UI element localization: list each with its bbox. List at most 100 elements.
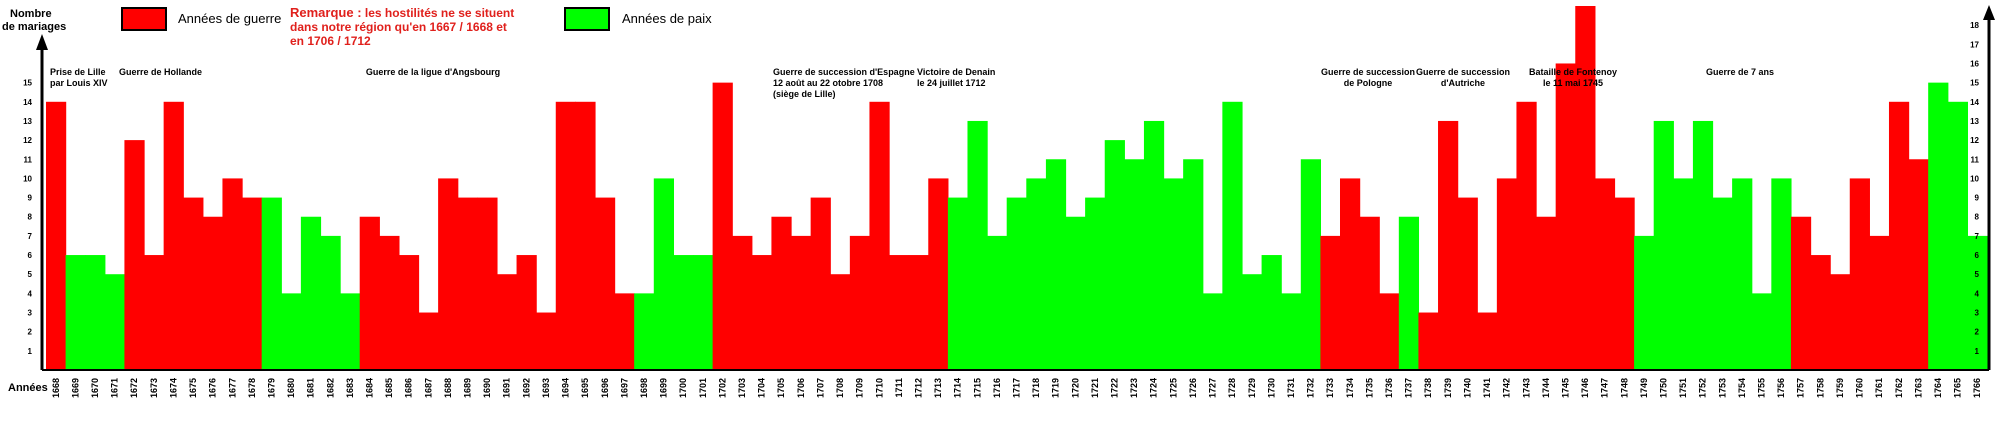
bar-1690 xyxy=(477,197,498,370)
x-tick-1680: 1680 xyxy=(286,378,296,398)
bar-1752 xyxy=(1692,120,1714,370)
y-tick-left-6: 6 xyxy=(28,251,33,260)
y-tick-right-13: 13 xyxy=(1970,117,1979,126)
bar-1678 xyxy=(242,197,263,370)
annotation-1734: Guerre de succession de Pologne xyxy=(1321,67,1415,88)
y-tick-left-2: 2 xyxy=(28,328,33,337)
y-tick-right-12: 12 xyxy=(1970,136,1979,145)
y-tick-right-1: 1 xyxy=(1975,347,1980,356)
x-tick-1676: 1676 xyxy=(208,378,218,398)
x-tick-1739: 1739 xyxy=(1443,378,1453,398)
annotation-1673: Guerre de Hollande xyxy=(119,67,202,77)
x-tick-1719: 1719 xyxy=(1051,378,1061,398)
bar-1673 xyxy=(144,255,165,370)
bar-1672 xyxy=(124,140,145,370)
x-tick-1692: 1692 xyxy=(521,378,531,398)
x-tick-1690: 1690 xyxy=(482,378,492,398)
x-ticks-layer: 1668 1669 1670 1671 1672 1673 1674 1675 1676 1677… xyxy=(51,378,1982,398)
x-tick-1721: 1721 xyxy=(1090,378,1100,398)
x-tick-1745: 1745 xyxy=(1561,378,1571,398)
x-tick-1682: 1682 xyxy=(325,378,335,398)
annotation-line: Guerre de 7 ans xyxy=(1706,67,1774,77)
bar-1762 xyxy=(1888,101,1910,370)
bar-1754 xyxy=(1732,178,1753,370)
bar-1764 xyxy=(1928,82,1949,370)
x-tick-1733: 1733 xyxy=(1325,378,1335,398)
x-tick-1726: 1726 xyxy=(1188,378,1198,398)
bar-1745 xyxy=(1555,63,1576,370)
bar-1684 xyxy=(359,216,380,370)
x-tick-1728: 1728 xyxy=(1227,378,1237,398)
bar-1675 xyxy=(183,197,204,370)
bar-1697 xyxy=(614,293,635,370)
x-tick-1673: 1673 xyxy=(149,378,159,398)
bar-1693 xyxy=(536,312,557,370)
x-tick-1735: 1735 xyxy=(1364,378,1374,398)
annotation-1689: Guerre de la ligue d'Angsbourg xyxy=(366,67,500,77)
x-tick-1762: 1762 xyxy=(1894,378,1904,398)
bar-1724 xyxy=(1143,120,1165,370)
annotation-1706: Guerre de succession d'Espagne 12 août au… xyxy=(773,67,915,99)
remark-line2: dans notre région qu'en 1667 / 1668 et xyxy=(290,20,507,34)
bar-1679 xyxy=(261,197,282,370)
x-tick-1750: 1750 xyxy=(1659,378,1669,398)
x-tick-1709: 1709 xyxy=(855,378,865,398)
annotation-line: Guerre de Hollande xyxy=(119,67,202,77)
x-tick-1712: 1712 xyxy=(914,378,924,398)
bar-1709 xyxy=(849,235,871,370)
bar-1716 xyxy=(987,235,1008,370)
y-tick-right-2: 2 xyxy=(1975,328,1980,337)
bar-1722 xyxy=(1104,140,1125,370)
bar-1746 xyxy=(1575,6,1596,370)
bar-1719 xyxy=(1045,159,1067,370)
x-tick-1716: 1716 xyxy=(992,378,1002,398)
bar-1710 xyxy=(869,101,890,370)
x-tick-1764: 1764 xyxy=(1933,378,1943,398)
bar-1700 xyxy=(673,255,694,370)
annotation-line: Prise de Lille xyxy=(50,67,106,77)
x-tick-1695: 1695 xyxy=(580,378,590,398)
x-tick-1744: 1744 xyxy=(1541,378,1551,398)
bar-1687 xyxy=(418,312,439,370)
x-tick-1756: 1756 xyxy=(1776,378,1786,398)
y-tick-right-6: 6 xyxy=(1975,251,1980,260)
bar-1671 xyxy=(104,274,126,370)
bar-1713 xyxy=(928,178,949,370)
bar-1706 xyxy=(791,235,812,370)
bar-1749 xyxy=(1634,235,1655,370)
x-tick-1755: 1755 xyxy=(1757,378,1767,398)
bar-1703 xyxy=(732,235,753,370)
y-tick-left-14: 14 xyxy=(23,98,32,107)
annotation-line: le 24 juillet 1712 xyxy=(917,78,986,88)
y-tick-left-1: 1 xyxy=(28,347,33,356)
y-axis-title-line1: Nombre xyxy=(10,8,52,20)
bar-1740 xyxy=(1457,197,1478,370)
bar-1702 xyxy=(712,82,733,370)
legend-swatch-peace xyxy=(564,7,610,31)
annotations-layer: Prise de Lille par Louis XIV Guerre de Hol… xyxy=(50,67,1774,99)
bar-1729 xyxy=(1241,274,1263,370)
x-tick-1711: 1711 xyxy=(894,378,904,398)
x-tick-1759: 1759 xyxy=(1835,378,1845,398)
x-tick-1724: 1724 xyxy=(1149,378,1159,398)
bar-1765 xyxy=(1947,101,1968,370)
bar-1680 xyxy=(281,293,302,370)
y-tick-right-18: 18 xyxy=(1970,21,1979,30)
y-tick-left-15: 15 xyxy=(23,79,32,88)
bar-1728 xyxy=(1222,101,1243,370)
bar-1733 xyxy=(1320,235,1341,370)
bar-1750 xyxy=(1653,120,1674,370)
remark-text: Remarque : les hostilités ne se situent … xyxy=(290,5,518,48)
x-tick-1674: 1674 xyxy=(168,378,178,398)
x-tick-1743: 1743 xyxy=(1521,378,1531,398)
annotation-line: le 11 mai 1745 xyxy=(1543,78,1603,88)
x-axis-title: Années xyxy=(8,382,48,394)
bar-1756 xyxy=(1771,178,1792,370)
y-tick-right-3: 3 xyxy=(1975,309,1980,318)
y-tick-left-5: 5 xyxy=(28,270,33,279)
bar-1691 xyxy=(496,274,518,370)
x-tick-1723: 1723 xyxy=(1129,378,1139,398)
annotation-1747: Bataille de Fontenoy le 11 mai 1745 xyxy=(1529,67,1617,88)
x-tick-1740: 1740 xyxy=(1462,378,1472,398)
remark-line3: en 1706 / 1712 xyxy=(290,34,371,48)
